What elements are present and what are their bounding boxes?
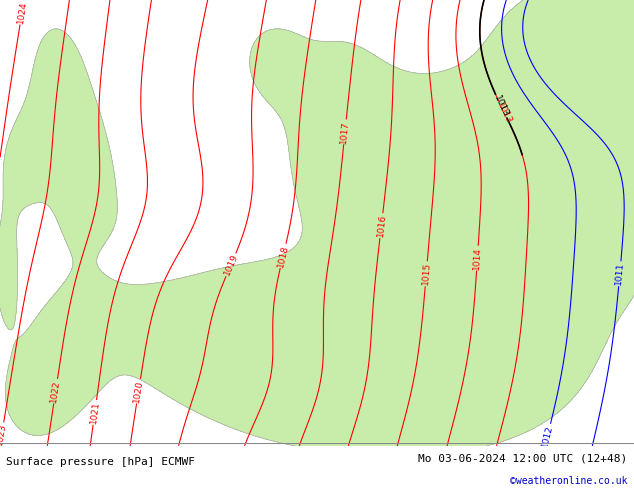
Text: ©weatheronline.co.uk: ©weatheronline.co.uk (510, 476, 628, 486)
Text: 1021: 1021 (89, 400, 101, 424)
Text: 1016: 1016 (375, 214, 387, 238)
Text: Surface pressure [hPa] ECMWF: Surface pressure [hPa] ECMWF (6, 457, 195, 467)
Text: 1015: 1015 (421, 262, 432, 286)
Text: 1011: 1011 (614, 262, 625, 286)
Text: 1014: 1014 (472, 246, 482, 270)
Text: 1013: 1013 (492, 94, 510, 119)
Text: 1022: 1022 (49, 379, 61, 403)
Text: 1012: 1012 (540, 424, 555, 448)
Text: 1018: 1018 (276, 244, 290, 268)
Text: 1020: 1020 (133, 379, 145, 403)
Text: 1019: 1019 (223, 252, 240, 277)
Text: 1013: 1013 (495, 100, 514, 125)
Text: 1017: 1017 (339, 120, 351, 144)
Text: Mo 03-06-2024 12:00 UTC (12+48): Mo 03-06-2024 12:00 UTC (12+48) (418, 453, 628, 464)
Text: 1023: 1023 (0, 423, 8, 447)
Text: 1024: 1024 (16, 0, 28, 24)
